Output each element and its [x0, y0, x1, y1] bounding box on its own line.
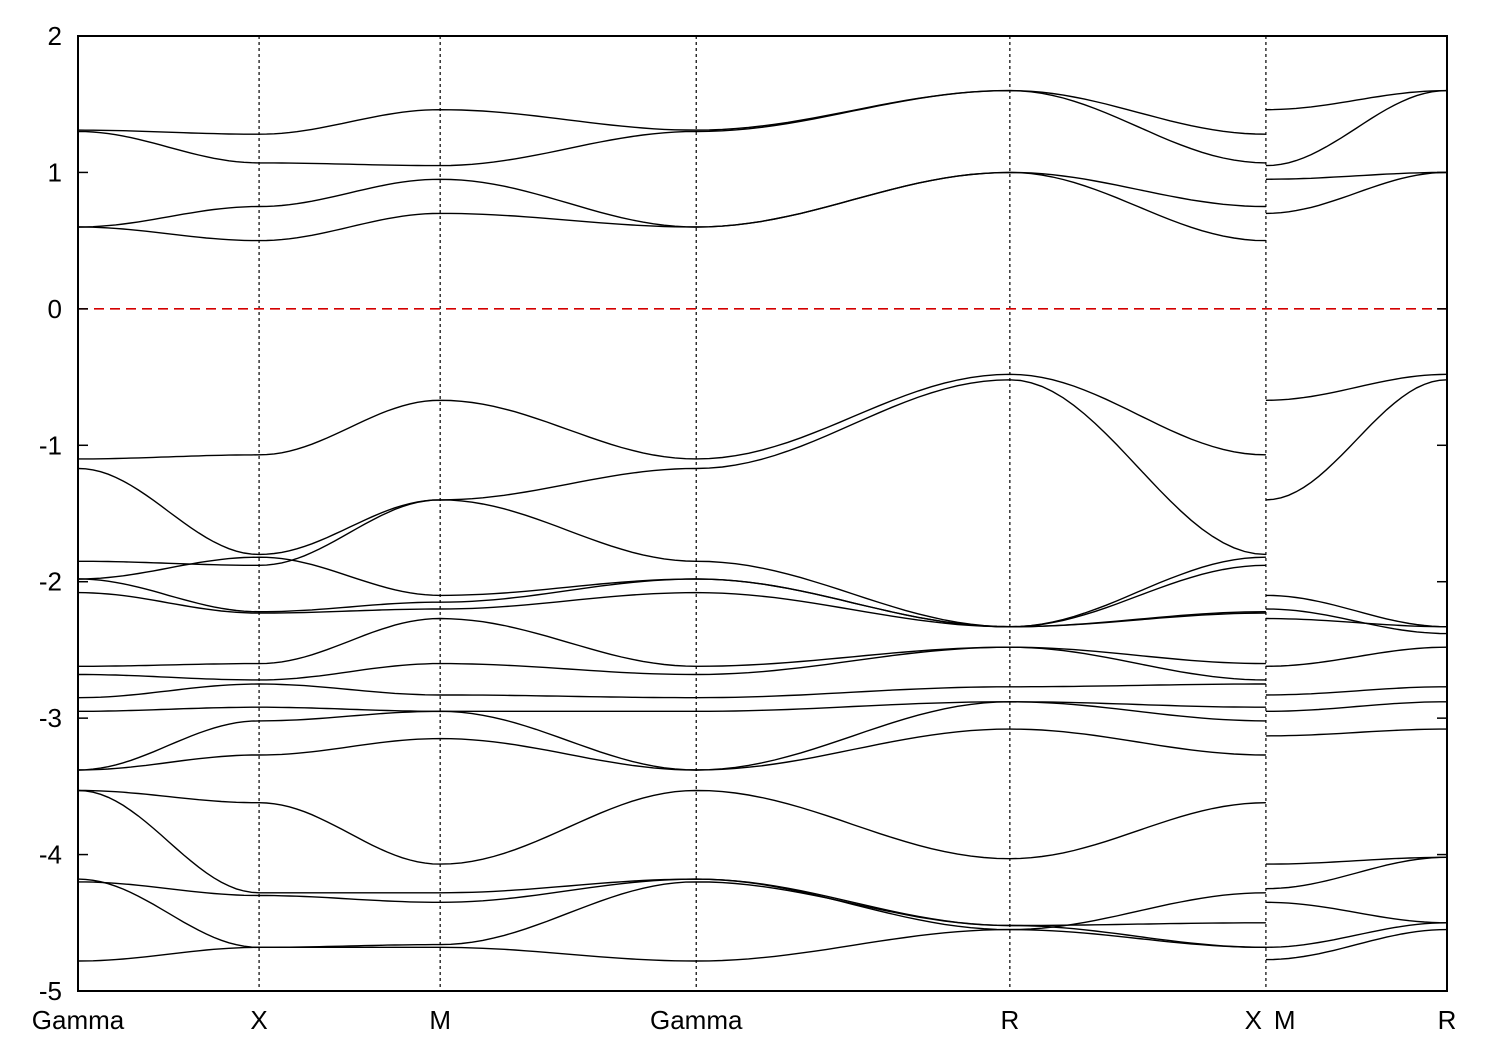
band-13: [78, 578, 1266, 628]
band-36: [1265, 171, 1447, 215]
band-34: [1265, 379, 1447, 501]
y-tick-label: 2: [48, 21, 62, 51]
band-33: [1265, 594, 1447, 628]
band-10: [78, 646, 1266, 681]
band-39: [1265, 89, 1447, 111]
y-tick-label: -4: [39, 840, 62, 870]
band-30: [1265, 646, 1447, 667]
band-11: [78, 617, 1266, 668]
band-19: [78, 171, 1266, 228]
band-28: [1265, 701, 1447, 712]
band-24: [1265, 901, 1447, 924]
x-axis-kpoint-labels: Gamma X M Gamma R X M R: [32, 1005, 1457, 1035]
y-tick-label: -1: [39, 430, 62, 460]
kpoint-label: X: [250, 1005, 267, 1035]
band-1: [78, 928, 1266, 962]
band-38: [1265, 89, 1447, 167]
band-16: [78, 379, 1266, 556]
plot-frame: [77, 35, 1448, 992]
band-20: [78, 89, 1266, 167]
y-tick-label: -3: [39, 703, 62, 733]
band-7: [78, 701, 1266, 771]
kpoint-label: R: [1000, 1005, 1019, 1035]
y-tick-label: -5: [39, 976, 62, 1006]
kpoint-label: M: [1274, 1005, 1296, 1035]
band-25: [1265, 856, 1447, 890]
y-tick-label: 0: [48, 294, 62, 324]
band-14: [78, 556, 1266, 628]
band-23: [1265, 922, 1447, 948]
kpoint-label: Gamma: [650, 1005, 743, 1035]
y-tick-label: -2: [39, 567, 62, 597]
y-tick-label: 1: [48, 157, 62, 187]
band-37: [1265, 171, 1447, 180]
band-18: [78, 171, 1266, 242]
band-26: [1265, 856, 1447, 865]
band-5: [78, 789, 1266, 865]
kpoint-divider-lines: [258, 36, 1267, 991]
band-3: [78, 878, 1266, 931]
kpoint-label: X: [1245, 1005, 1262, 1035]
band-12: [78, 591, 1266, 628]
band-9: [78, 683, 1266, 699]
band-17: [78, 373, 1266, 460]
band-4: [78, 789, 1266, 948]
kpoint-label: R: [1438, 1005, 1457, 1035]
band-31: [1265, 617, 1447, 628]
band-6: [78, 728, 1266, 771]
kpoint-label: Gamma: [32, 1005, 125, 1035]
band-2: [78, 878, 1266, 948]
band-32: [1265, 608, 1447, 635]
band-15: [78, 499, 1266, 628]
band-lines: [78, 89, 1447, 962]
band-21: [78, 89, 1266, 135]
band-35: [1265, 373, 1447, 401]
band-27: [1265, 728, 1447, 737]
band-8: [78, 701, 1266, 712]
band-22: [1265, 928, 1447, 961]
y-axis-ticks: 2 1 0 -1 -2 -3 -4 -5: [39, 21, 1447, 1006]
kpoint-label: M: [429, 1005, 451, 1035]
band-29: [1265, 686, 1447, 696]
